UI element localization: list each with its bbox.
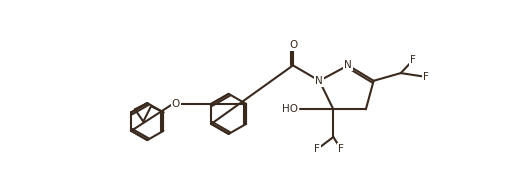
- Text: F: F: [423, 72, 429, 82]
- Text: F: F: [338, 144, 344, 154]
- Text: O: O: [289, 40, 297, 50]
- Text: O: O: [172, 99, 180, 109]
- Text: N: N: [344, 60, 352, 70]
- Text: N: N: [316, 76, 323, 86]
- Text: HO: HO: [282, 104, 298, 114]
- Text: F: F: [314, 144, 320, 154]
- Text: F: F: [410, 55, 416, 65]
